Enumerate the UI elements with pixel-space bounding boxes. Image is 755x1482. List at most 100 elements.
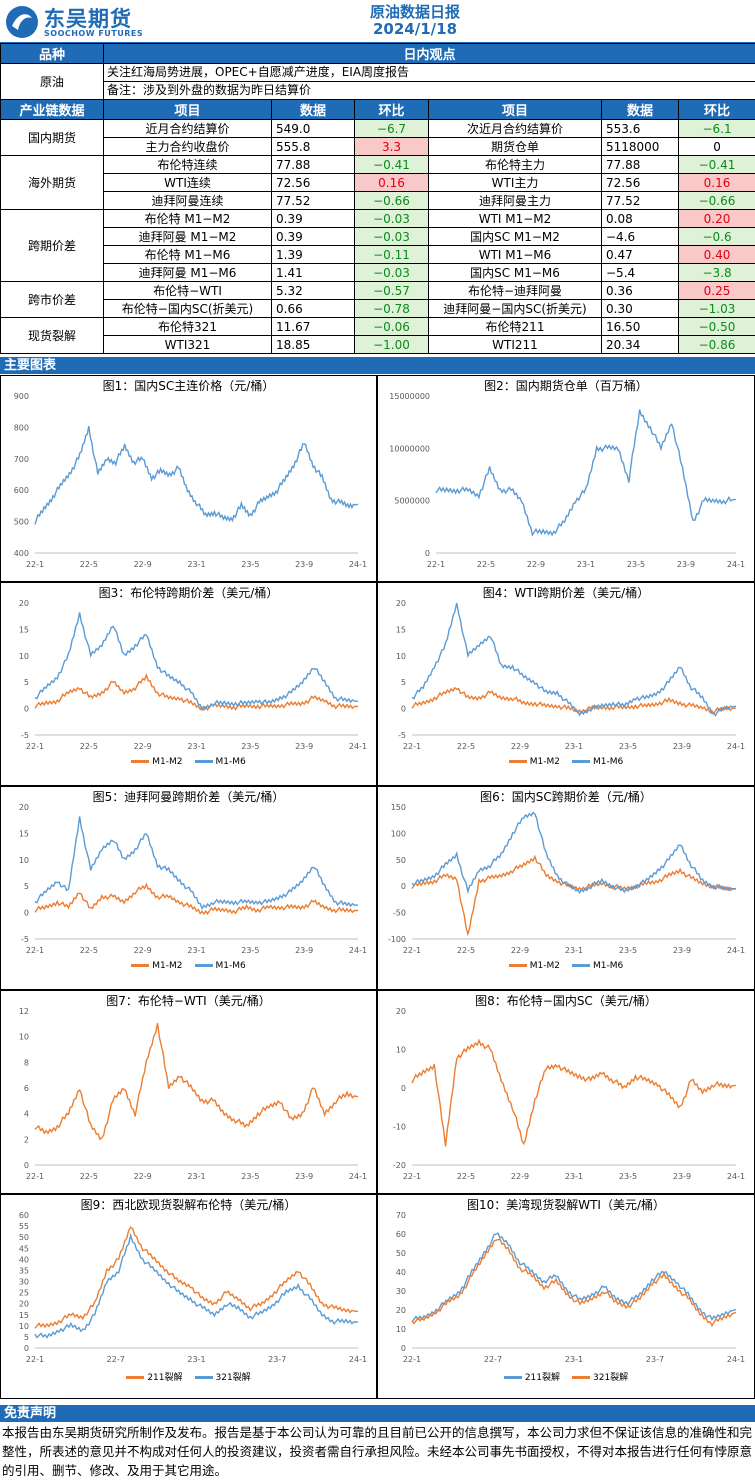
item-value: −4.6 (601, 227, 679, 246)
legend-item: M1-M6 (194, 961, 246, 971)
x-tick-label: 22-1 (427, 560, 445, 569)
y-tick-label: 10 (19, 1033, 29, 1042)
series-line-211裂解 (34, 1226, 359, 1329)
x-tick-label: 24-1 (727, 946, 745, 955)
x-tick-label: 22-1 (26, 946, 44, 955)
legend-label: M1-M2 (529, 961, 560, 971)
view-header-row: 品种 日内观点 (0, 43, 755, 64)
legend-swatch (572, 964, 590, 967)
y-tick-label: 15 (19, 1311, 29, 1320)
x-tick-label: 22-9 (134, 946, 152, 955)
legend-label: 321裂解 (593, 1373, 629, 1383)
series-line-321裂解 (34, 1232, 359, 1339)
legend-item: 211裂解 (126, 1370, 183, 1383)
item-label: 布伦特 M1−M6 (103, 245, 272, 264)
group-name: 现货裂解 (0, 317, 104, 354)
item-change: −0.41 (677, 155, 755, 174)
y-tick-label: 8 (24, 1058, 29, 1067)
y-tick-label: 10 (19, 652, 29, 661)
item-value: 16.50 (601, 317, 679, 336)
x-tick-label: 22-5 (80, 560, 98, 569)
x-tick-label: 22-1 (26, 742, 44, 751)
y-tick-label: 900 (14, 392, 29, 401)
y-tick-label: -20 (393, 1161, 406, 1170)
group-name: 跨期价差 (0, 209, 104, 282)
table-row: 主力合约收盘价 555.8 3.3 期货仓单 5118000 0 (1, 137, 755, 156)
x-tick-label: 22-7 (107, 1355, 125, 1364)
view-row: 原油 关注红海局势进展，OPEC+自愿减产进度，EIA周度报告 (0, 63, 755, 100)
item-value: 0.36 (601, 281, 679, 300)
y-tick-label: 50 (396, 1249, 406, 1258)
series-line-M1-M2 (411, 854, 737, 937)
item-label: 迪拜阿曼主力 (428, 191, 602, 210)
x-tick-label: 22-9 (134, 1172, 152, 1181)
item-change: −0.50 (677, 317, 755, 336)
item-value: 553.6 (601, 119, 679, 138)
table-row: 跨期价差 布伦特 M1−M2 0.39 −0.03 WTI M1−M2 0.08 0.20 (0, 209, 755, 282)
y-tick-label: 5000000 (394, 497, 430, 506)
y-tick-label: 20 (19, 803, 29, 812)
chart-svg: 0 5 10 15 20 25 30 35 40 45 50 55 60 22-1 22-7 23-1 23-7… (19, 1211, 367, 1364)
legend-label: 321裂解 (215, 1373, 251, 1383)
logo-text-cn: 东吴期货 (44, 7, 132, 31)
x-tick-label: 24-1 (349, 946, 367, 955)
x-tick-label: 24-1 (349, 560, 367, 569)
legend-label: M1-M6 (215, 757, 246, 767)
chart-svg: -5 0 5 10 15 20 22-1 22-5 22-9 23-1 23-5 23-9 24-1 (396, 599, 745, 751)
y-tick-label: 0 (401, 882, 406, 891)
y-tick-label: 40 (19, 1255, 29, 1264)
table-row: 海外期货 布伦特连续 77.88 −0.41 布伦特主力 77.88 −0.41 (0, 155, 755, 210)
legend-label: M1-M6 (593, 961, 624, 971)
x-tick-label: 24-1 (727, 1172, 745, 1181)
chart-legend: 211裂解 321裂解 (1, 1370, 376, 1383)
y-tick-label: 20 (19, 599, 29, 608)
chart-svg: 0 5000000 10000000 15000000 22-1 22-5 22-9 23-1… (389, 392, 745, 569)
item-change: −0.86 (677, 335, 755, 354)
x-tick-label: 24-1 (349, 742, 367, 751)
x-tick-label: 23-1 (187, 1355, 205, 1364)
item-value: 555.8 (271, 137, 355, 156)
item-change: −6.1 (677, 119, 755, 138)
x-tick-label: 22-1 (26, 560, 44, 569)
y-tick-label: 20 (396, 1007, 406, 1016)
y-tick-label: 600 (14, 486, 29, 495)
item-value: 0.66 (271, 299, 355, 318)
group-name: 国内期货 (0, 119, 104, 156)
x-tick-label: 24-1 (349, 1355, 367, 1364)
series-line-M1-M6 (411, 602, 737, 717)
y-tick-label: 40 (396, 1268, 406, 1277)
x-tick-label: 22-9 (134, 560, 152, 569)
x-tick-label: 23-1 (565, 1355, 583, 1364)
legend-swatch (194, 760, 213, 763)
chart-c10: 图10：美湾现货裂解WTI（美元/桶） 0 10 20 30 40 50 60 70 22-1 22… (377, 1194, 755, 1399)
legend-swatch (131, 760, 150, 763)
y-tick-label: 0 (24, 705, 29, 714)
item-change: −0.06 (354, 317, 429, 336)
y-tick-label: 60 (396, 1230, 406, 1239)
chart-svg: -100 -50 0 50 100 150 22-1 22-5 22-9 23-1 23-5 23-9… (388, 803, 745, 955)
legend-swatch (194, 1376, 213, 1379)
item-value: 0.39 (271, 209, 355, 228)
item-label: 迪拜阿曼 M1−M2 (103, 227, 272, 246)
y-tick-label: 50 (396, 856, 406, 865)
item-label: 布伦特−国内SC(折美元) (103, 299, 272, 318)
item-header-right: 项目 (428, 99, 602, 120)
legend-label: M1-M6 (593, 757, 624, 767)
y-tick-label: 0 (401, 705, 406, 714)
x-tick-label: 23-5 (241, 742, 259, 751)
item-change: 0 (677, 137, 755, 156)
y-tick-label: 4 (24, 1110, 29, 1119)
item-label: 近月合约结算价 (103, 119, 272, 138)
x-tick-label: 22-5 (80, 946, 98, 955)
disclaimer-header: 免责声明 (0, 1405, 755, 1422)
disclaimer-text: 本报告由东吴期货研究所制作及发布。报告是基于本公司认为可靠的且目前已公开的信息撰… (2, 1425, 753, 1478)
y-tick-label: 10 (19, 856, 29, 865)
x-tick-label: 23-5 (627, 560, 645, 569)
table-row: WTI连续 72.56 0.16 WTI主力 72.56 0.16 (1, 173, 755, 192)
legend-item: M1-M2 (131, 757, 183, 767)
y-tick-label: 0 (24, 909, 29, 918)
item-change: −1.03 (677, 299, 755, 318)
x-tick-label: 23-1 (577, 560, 595, 569)
item-value: 549.0 (271, 119, 355, 138)
x-tick-label: 23-5 (619, 742, 637, 751)
